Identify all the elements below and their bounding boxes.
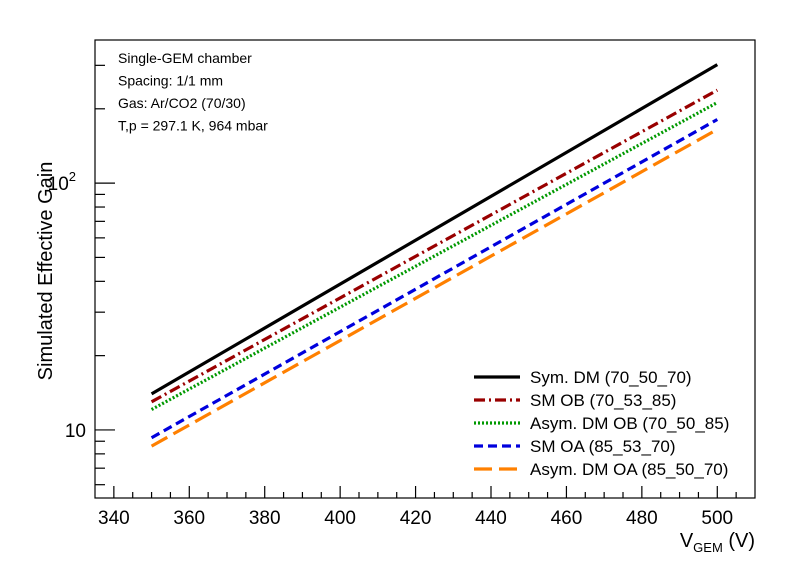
x-tick-label: 360 (173, 508, 205, 529)
x-tick-label: 500 (701, 508, 733, 529)
x-tick-label: 460 (551, 508, 583, 529)
y-tick-exponent: 2 (69, 169, 76, 184)
series-line-1 (150, 63, 719, 396)
series-line-4 (150, 118, 719, 440)
x-axis-title-sub: GEM (693, 540, 723, 555)
series-line-5 (150, 128, 719, 448)
series-line-2 (150, 88, 719, 404)
legend-label-1: Sym. DM (70_50_70) (530, 368, 692, 387)
legend-label-5: Asym. DM OA (85_50_70) (530, 460, 728, 479)
legend-label-4: SM OA (85_53_70) (530, 437, 676, 456)
x-tick-label: 340 (98, 508, 130, 529)
plot-frame (94, 39, 756, 499)
y-tick-label: 10 (65, 421, 86, 442)
series-layer (150, 63, 719, 448)
annotation-line: Gas: Ar/CO2 (70/30) (118, 95, 246, 111)
x-tick-label: 480 (626, 508, 658, 529)
x-tick-label: 420 (400, 508, 432, 529)
y-tick-label: 102 (48, 169, 76, 195)
legend: Sym. DM (70_50_70) SM OB (70_53_85) Asym. … (474, 368, 729, 479)
x-axis-title-main: V (680, 530, 694, 552)
x-tick-label: 380 (249, 508, 281, 529)
annotation-line: T,p = 297.1 K, 964 mbar (118, 118, 268, 134)
y-tick-base: 10 (65, 421, 86, 442)
x-axis-title: VGEM (V) (680, 530, 755, 555)
x-tick-label: 400 (324, 508, 356, 529)
series-line-3 (150, 101, 719, 411)
x-tick-label: 440 (475, 508, 507, 529)
x-axis-title-unit: (V) (723, 530, 755, 552)
y-tick-base: 10 (48, 174, 69, 195)
annotation-block: Single-GEM chamber Spacing: 1/1 mm Gas: Ar… (118, 50, 268, 134)
annotation-line: Single-GEM chamber (118, 50, 252, 66)
annotation-line: Spacing: 1/1 mm (118, 73, 223, 89)
legend-label-3: Asym. DM OB (70_50_85) (530, 414, 729, 433)
y-axis-title: Simulated Effective Gain (35, 162, 57, 381)
legend-label-2: SM OB (70_53_85) (530, 391, 676, 410)
